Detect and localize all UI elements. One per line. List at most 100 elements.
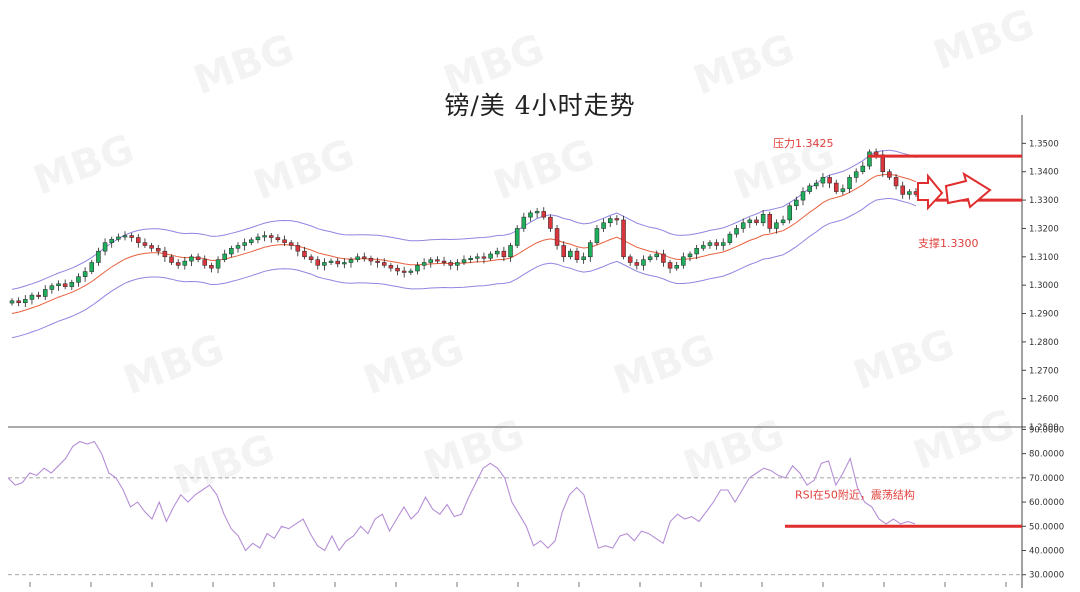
candle-body (375, 260, 380, 263)
candle-body (155, 248, 161, 252)
candlestick (209, 262, 214, 273)
candle-body (308, 256, 314, 260)
candle-body (634, 262, 640, 266)
watermark-logo: MBG (438, 26, 551, 104)
candle-body (49, 285, 55, 290)
candle-body (647, 256, 653, 260)
candle-body (302, 250, 307, 258)
candle-body (574, 250, 580, 260)
candlestick (661, 249, 666, 267)
candlestick (548, 214, 553, 232)
candle-body (893, 177, 899, 187)
candlestick (907, 189, 912, 200)
watermark-logo: MBG (488, 131, 601, 209)
candlestick (355, 253, 360, 263)
candlestick (581, 252, 586, 264)
candle-body (23, 299, 28, 304)
candlestick (222, 249, 227, 263)
candle-body (694, 248, 699, 255)
candle-body (601, 222, 606, 229)
candlestick (89, 259, 95, 275)
candle-body (82, 271, 88, 277)
candlestick (734, 225, 739, 238)
price-tick-label: 1.2500 (1029, 423, 1059, 433)
candle-body (627, 256, 633, 263)
upper-band-line (11, 149, 917, 290)
candlestick (195, 253, 201, 263)
candlestick (514, 225, 520, 249)
candlestick (488, 251, 493, 261)
candle-body (734, 228, 739, 235)
candle-body (681, 256, 686, 266)
candlestick (814, 179, 819, 190)
candlestick (335, 257, 340, 268)
candle-body (348, 259, 354, 263)
candlestick (381, 258, 387, 268)
candle-body (561, 245, 566, 258)
candlestick (242, 238, 247, 251)
candle-body (322, 262, 327, 266)
candlestick (554, 225, 560, 250)
candle-body (887, 171, 892, 178)
candle-body (794, 199, 799, 207)
candlestick (860, 161, 866, 175)
candle-body (149, 245, 154, 249)
rsi-line (7, 440, 916, 552)
candle-body (295, 245, 301, 252)
rsi-tick-label: 70.0000 (1029, 474, 1064, 484)
price-tick-label: 1.3200 (1029, 224, 1059, 234)
candle-body (222, 253, 227, 260)
candlestick (893, 173, 899, 190)
rsi-annotation: RSI在50附近，震荡结构 (795, 487, 915, 501)
rsi-tick-label: 30.0000 (1029, 571, 1064, 581)
candlestick (255, 233, 261, 244)
candle-body (455, 262, 460, 266)
candle-body (787, 205, 792, 221)
candle-body (740, 222, 746, 229)
candlestick (787, 203, 792, 224)
candle-body (62, 283, 68, 287)
candle-body (461, 259, 467, 263)
candlestick (49, 283, 55, 294)
candle-body (860, 165, 866, 172)
watermark-logo: MBG (608, 326, 721, 404)
candle-body (362, 256, 367, 259)
candlestick (827, 174, 832, 189)
candle-body (494, 250, 500, 255)
price-tick-label: 1.3000 (1029, 281, 1059, 291)
candlestick (621, 215, 626, 260)
candlestick (182, 256, 188, 270)
candlestick (501, 246, 507, 262)
candlestick (594, 225, 600, 246)
candlestick (867, 149, 872, 170)
candle-body (36, 294, 41, 297)
candle-body (754, 219, 759, 224)
candlestick (42, 285, 48, 300)
candlestick (747, 217, 753, 228)
candlestick (388, 262, 394, 272)
candlestick (541, 207, 547, 220)
candle-body (814, 182, 819, 187)
candle-body (707, 242, 713, 246)
arrow-right-icon (944, 171, 992, 209)
candlestick (794, 196, 799, 211)
watermark-logo: MBG (168, 426, 281, 504)
candle-body (548, 216, 553, 229)
candlestick (674, 261, 679, 271)
candlestick (641, 255, 646, 271)
candlestick (508, 242, 513, 262)
candlestick (754, 216, 759, 226)
candlestick (435, 256, 440, 264)
candlestick (415, 261, 420, 275)
candle-body (774, 222, 779, 229)
candlestick (601, 218, 606, 232)
candlestick (568, 248, 573, 260)
candlestick (76, 273, 81, 287)
candle-body (667, 262, 673, 269)
candlestick (475, 253, 480, 263)
candlestick (654, 250, 660, 261)
candle-body (767, 214, 773, 229)
candlestick (774, 219, 779, 234)
candlestick (322, 258, 327, 271)
candle-body (900, 185, 905, 195)
